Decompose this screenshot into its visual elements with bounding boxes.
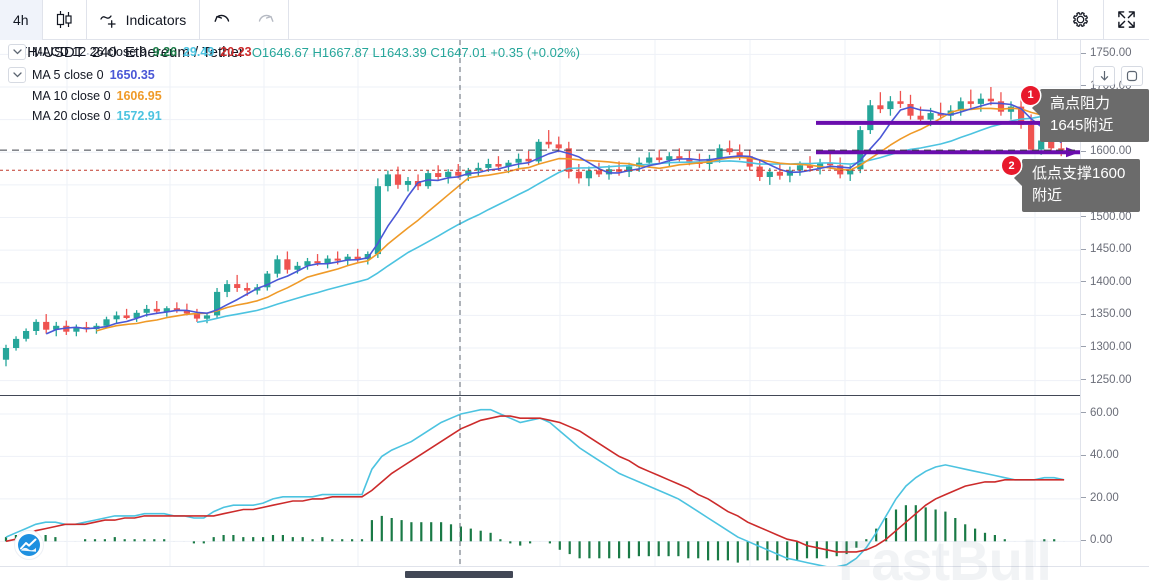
redo-button[interactable] <box>244 0 288 40</box>
fit-screen-button[interactable] <box>1121 66 1143 86</box>
collapse-price-pane-button[interactable] <box>8 67 26 83</box>
collapse-macd-pane-button[interactable] <box>8 44 26 60</box>
brand-logo[interactable] <box>14 530 44 560</box>
history-group <box>200 0 290 40</box>
timeframe-button[interactable]: 4h <box>0 0 42 40</box>
macd-legend: MACD 12 26 close 9 9.26 29.49 20.23 <box>8 44 252 60</box>
macd-tick: 0.00 <box>1081 534 1149 546</box>
fullscreen-button[interactable] <box>1103 0 1149 40</box>
macd-hist-value: 9.26 <box>152 45 177 59</box>
annotation-callout-1[interactable]: 高点阻力1645附近 <box>1032 88 1149 142</box>
timeframe-label: 4h <box>13 11 29 28</box>
top-toolbar: 4h <box>0 0 1149 40</box>
chevron-down-icon <box>12 72 22 78</box>
price-tick: 1400.00 <box>1081 276 1149 288</box>
indicators-group: Indicators <box>87 0 201 40</box>
macd-tick: 40.00 <box>1081 449 1149 461</box>
macd-name: MACD 12 26 close 9 <box>32 45 147 59</box>
line-plus-icon <box>99 11 120 29</box>
charttype-group <box>43 0 87 40</box>
price-tick: 1300.00 <box>1081 341 1149 353</box>
fullscreen-icon <box>1117 10 1136 29</box>
price-pane[interactable] <box>0 40 1080 395</box>
settings-button[interactable] <box>1057 0 1103 40</box>
price-tick: 1350.00 <box>1081 308 1149 320</box>
price-tick: 1600.00 <box>1081 145 1149 157</box>
indicators-label: Indicators <box>125 11 187 28</box>
chart-container[interactable]: ETH-USDT · 240 · Ethereum / Tether O1646.67 H… <box>0 40 1149 582</box>
download-button[interactable] <box>1093 66 1115 86</box>
toolbar-right-group <box>1057 0 1149 40</box>
price-chart-svg <box>0 40 1080 395</box>
macd-line-value: 29.49 <box>182 45 215 59</box>
candlestick-icon <box>56 10 73 29</box>
chart-type-button[interactable] <box>43 0 86 40</box>
macd-tick: 60.00 <box>1081 407 1149 419</box>
pane-separator[interactable] <box>0 395 1149 396</box>
chevron-down-icon <box>12 49 22 55</box>
annotation-pin-1[interactable]: 1 <box>1021 85 1040 105</box>
macd-signal-value: 20.23 <box>220 45 252 59</box>
fit-screen-icon <box>1126 70 1138 82</box>
gear-icon <box>1070 9 1091 30</box>
price-tick: 1750.00 <box>1081 47 1149 59</box>
fastbull-logo-icon <box>18 534 40 556</box>
download-icon <box>1100 71 1108 81</box>
undo-arrow-icon <box>213 12 231 28</box>
annotation-callout-2[interactable]: 低点支撑1600附近 <box>1014 159 1140 213</box>
price-tick: 1250.00 <box>1081 374 1149 386</box>
time-scrollbar-thumb[interactable] <box>405 571 513 578</box>
indicators-button[interactable]: Indicators <box>87 0 200 40</box>
redo-arrow-icon <box>257 12 275 28</box>
price-tick: 1450.00 <box>1081 243 1149 255</box>
macd-pane[interactable] <box>0 397 1080 582</box>
chart-corner-buttons <box>1093 66 1143 86</box>
timeframe-group: 4h <box>0 0 43 40</box>
price-tick: 1500.00 <box>1081 211 1149 223</box>
toolbar-spacer <box>289 0 1057 40</box>
annotation-pin-2[interactable]: 2 <box>1002 156 1021 176</box>
undo-button[interactable] <box>200 0 244 40</box>
macd-chart-svg <box>0 397 1080 582</box>
time-scrollbar-track[interactable] <box>0 566 1149 582</box>
macd-tick: 20.00 <box>1081 492 1149 504</box>
